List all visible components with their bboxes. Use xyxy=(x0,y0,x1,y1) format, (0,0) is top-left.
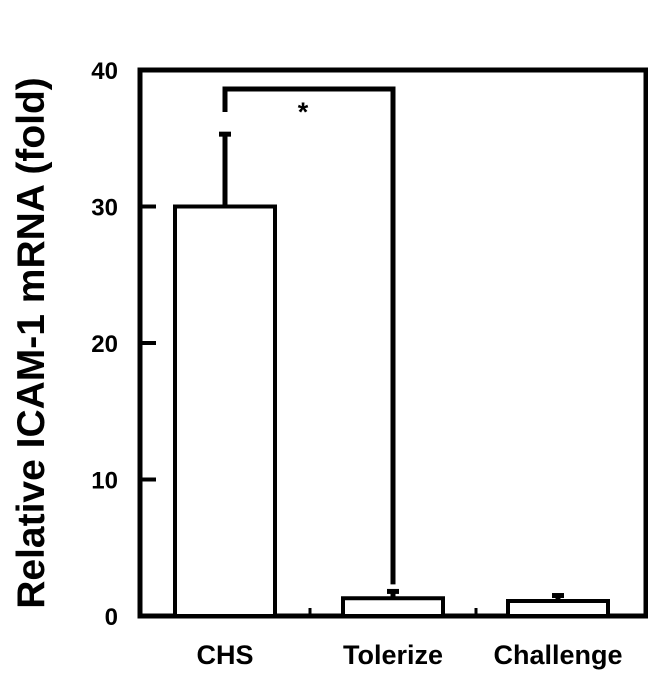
significance-asterisk: * xyxy=(298,97,309,127)
x-category-label: CHS xyxy=(196,640,253,670)
bar-challenge xyxy=(508,601,608,616)
y-axis-label: Relative ICAM-1 mRNA (fold) xyxy=(10,77,53,609)
y-tick-label: 0 xyxy=(105,604,118,631)
bar-chs xyxy=(175,207,275,617)
y-tick-label: 30 xyxy=(91,195,118,222)
y-tick-label: 40 xyxy=(91,58,118,85)
plot-layer: 0 10 20 30 40 CHS Tolerize Challenge xyxy=(91,58,646,670)
x-category-label: Tolerize xyxy=(343,640,443,670)
x-category-label: Challenge xyxy=(493,640,622,670)
y-tick-label: 20 xyxy=(91,331,118,358)
y-tick-label: 10 xyxy=(91,468,118,495)
significance-bracket xyxy=(225,89,393,584)
bar-tolerize xyxy=(343,598,443,616)
